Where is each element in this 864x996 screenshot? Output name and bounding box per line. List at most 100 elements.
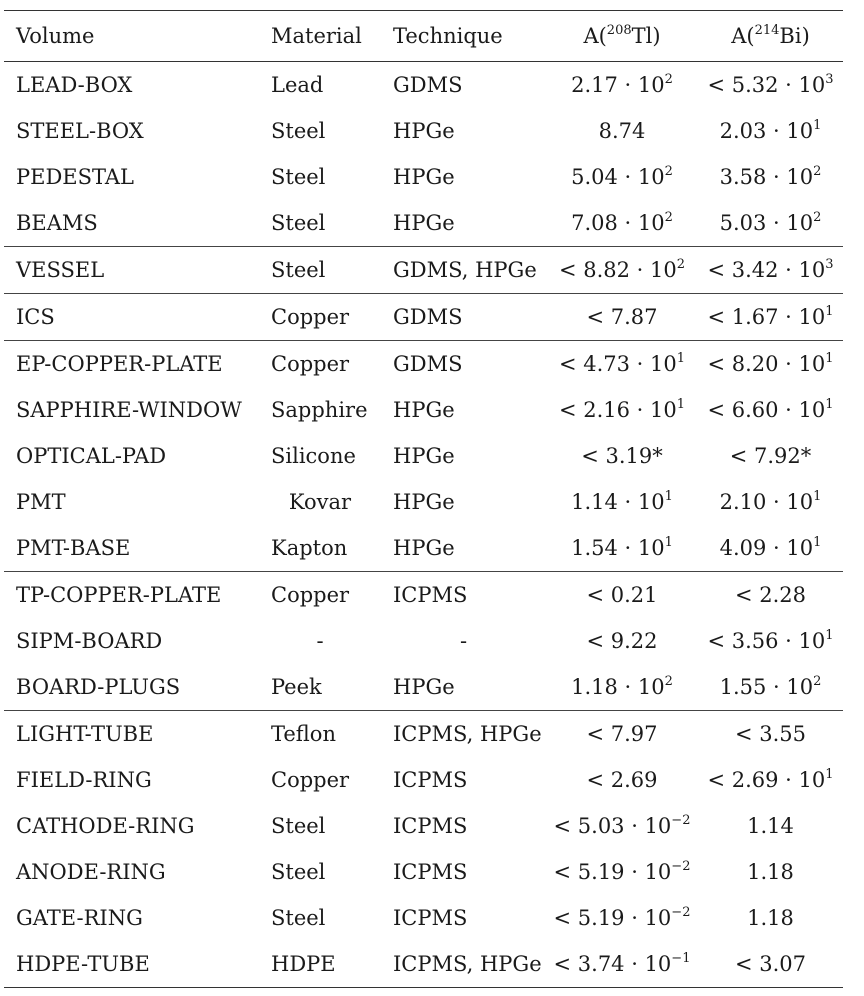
cell-material: Steel [271,211,326,235]
cell-activity-tl208: < 2.69 [586,768,658,792]
cell-activity-tl208: 8.74 [598,119,646,143]
cell-technique: ICPMS, HPGe [381,710,546,757]
cell-material: Sapphire [271,398,368,422]
cell-activity-tl208: 1.14 · 101 [571,489,673,514]
cell-material: Copper [271,768,350,792]
cell-activity-bi214: 5.03 · 102 [719,210,822,235]
cell-activity-bi214: < 2.28 [698,571,843,618]
cell-activity-tl208: < 3.19* [581,444,663,468]
cell-material: Steel [259,246,381,294]
cell-material: Steel [271,814,326,838]
cell-volume: STEEL-BOX [16,119,144,143]
table-row: ICS Copper GDMS < 7.87 < 1.67 · 101 [4,293,843,341]
cell-technique: HPGe [393,536,455,560]
table-row: ANODE-RING Steel ICPMS < 5.19 · 10−2 1.18 [4,849,843,895]
cell-volume: ICS [4,293,259,341]
cell-material: Lead [271,73,324,97]
cell-technique: GDMS [381,340,546,387]
cell-activity-bi214: < 1.67 · 101 [698,293,843,341]
table-row: STEEL-BOX Steel HPGe 8.74 2.03 · 101 [4,108,843,154]
header-tl-mass: 208 [606,23,632,38]
activity-table: Volume Material Technique A(208Tl) A(214… [4,10,843,988]
table-row: LIGHT-TUBE Teflon ICPMS, HPGe < 7.97 < 3.55 [4,710,843,757]
table-row: SAPPHIRE-WINDOW Sapphire HPGe < 2.16 · 101 <… [4,387,843,433]
table-row: CATHODE-RING Steel ICPMS < 5.03 · 10−2 1.14 [4,803,843,849]
cell-material: - [316,629,324,653]
header-tl-prefix: A( [583,24,607,48]
table-row: BEAMS Steel HPGe 7.08 · 102 5.03 · 102 [4,200,843,247]
cell-activity-bi214: < 6.60 · 101 [707,397,834,422]
cell-activity-bi214: < 3.56 · 101 [707,628,834,653]
cell-volume: GATE-RING [16,906,143,930]
cell-activity-bi214: 1.18 [747,906,794,930]
cell-activity-bi214: 1.18 [747,860,794,884]
cell-technique: ICPMS, HPGe [381,941,546,988]
cell-volume: OPTICAL-PAD [16,444,167,468]
cell-material: Copper [259,571,381,618]
cell-volume: TP-COPPER-PLATE [4,571,259,618]
cell-activity-bi214: < 5.32 · 103 [707,72,834,97]
table-row: PEDESTAL Steel HPGe 5.04 · 102 3.58 · 102 [4,154,843,200]
cell-material: Teflon [259,710,381,757]
table-row: BOARD-PLUGS Peek HPGe 1.18 · 102 1.55 · 102 [4,664,843,711]
table-row: OPTICAL-PAD Silicone HPGe < 3.19* < 7.92* [4,433,843,479]
header-bi-prefix: A( [731,24,755,48]
cell-volume: PMT-BASE [16,536,131,560]
header-material: Material [271,24,362,48]
cell-material: Copper [259,293,381,341]
cell-volume: LEAD-BOX [16,73,133,97]
table-row: FIELD-RING Copper ICPMS < 2.69 < 2.69 · 101 [4,757,843,803]
cell-activity-bi214: < 3.55 [698,710,843,757]
cell-volume: FIELD-RING [16,768,152,792]
cell-activity-bi214: 1.14 [747,814,794,838]
cell-technique: HPGe [393,119,455,143]
cell-activity-bi214: < 3.07 [698,941,843,988]
header-tl-suffix: ) [652,24,661,48]
header-row: Volume Material Technique A(208Tl) A(214… [4,10,843,62]
cell-material: Kapton [271,536,348,560]
cell-activity-bi214: < 3.42 · 103 [698,246,843,294]
cell-technique: GDMS [393,73,463,97]
cell-activity-bi214: < 2.69 · 101 [707,767,834,792]
cell-activity-bi214: < 7.92* [729,444,812,468]
table-row: EP-COPPER-PLATE Copper GDMS < 4.73 · 101 < 8… [4,340,843,387]
cell-activity-tl208: 1.54 · 101 [571,535,673,560]
cell-technique: HPGe [393,675,455,699]
cell-activity-tl208: < 8.82 · 102 [546,246,698,294]
cell-activity-tl208: < 9.22 [586,629,658,653]
header-tl-element: Tl [631,24,653,48]
cell-activity-tl208: 2.17 · 102 [571,72,673,97]
cell-activity-tl208: < 0.21 [546,571,698,618]
cell-material: Steel [271,906,326,930]
cell-technique: GDMS [381,293,546,341]
cell-activity-bi214: 4.09 · 101 [719,535,822,560]
table-header: Volume Material Technique A(208Tl) A(214… [4,10,843,62]
cell-activity-tl208: < 5.19 · 10−2 [553,859,691,884]
header-bi-suffix: ) [801,24,810,48]
cell-material: Kovar [288,490,352,514]
cell-technique: ICPMS [381,571,546,618]
table-row: VESSEL Steel GDMS, HPGe < 8.82 · 102 < 3.42 … [4,246,843,294]
cell-technique: GDMS, HPGe [381,246,546,294]
cell-volume: VESSEL [4,246,259,294]
header-activity-tl208: A(208Tl) [546,11,698,62]
cell-material: Steel [271,165,326,189]
cell-technique: HPGe [393,444,455,468]
table-row: PMT-BASE Kapton HPGe 1.54 · 101 4.09 · 101 [4,525,843,572]
cell-technique: ICPMS [393,768,468,792]
header-technique: Technique [393,24,503,48]
cell-activity-tl208: < 7.97 [546,710,698,757]
table-container: Volume Material Technique A(208Tl) A(214… [4,10,843,988]
table-row: GATE-RING Steel ICPMS < 5.19 · 10−2 1.18 [4,895,843,941]
cell-activity-tl208: 1.18 · 102 [571,674,673,699]
cell-material: Copper [259,340,381,387]
table-row: TP-COPPER-PLATE Copper ICPMS < 0.21 < 2.28 [4,571,843,618]
cell-technique: ICPMS [393,906,468,930]
cell-technique: HPGe [393,490,455,514]
cell-volume: ANODE-RING [16,860,166,884]
cell-material: HDPE [259,941,381,988]
cell-technique: ICPMS [393,860,468,884]
cell-technique: - [459,629,468,653]
cell-activity-bi214: 2.03 · 101 [719,118,822,143]
cell-material: Peek [271,675,322,699]
